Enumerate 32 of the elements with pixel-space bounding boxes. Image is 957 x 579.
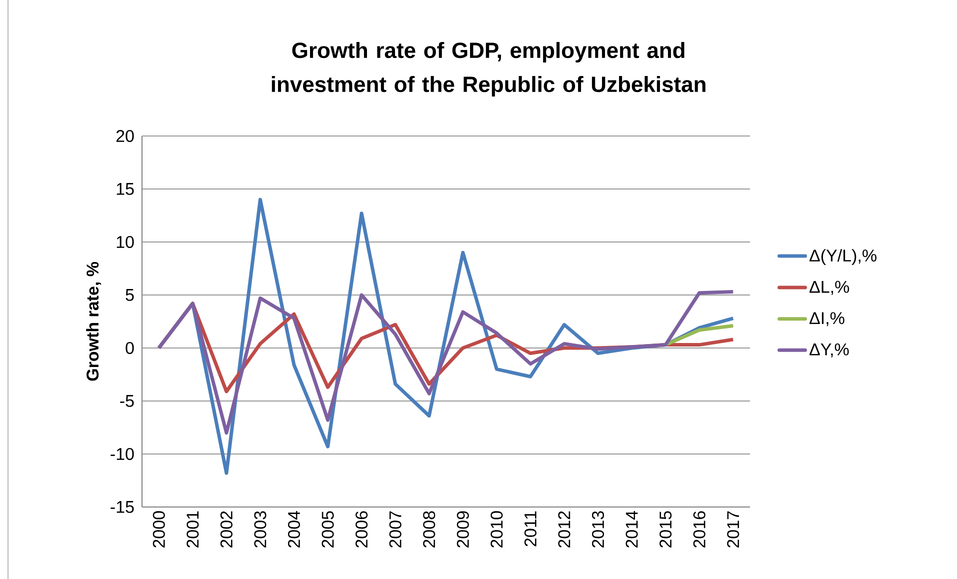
x-tick-label: 2014: [626, 511, 638, 548]
y-tick-label: 15: [116, 183, 134, 195]
y-tick-label: -5: [120, 395, 134, 407]
x-tick-label: 2007: [389, 511, 402, 548]
chart-title: Growth rate of GDP, employment and investment of the Republic of Uzbekistan: [272, 42, 706, 96]
x-tick-label: 2003: [254, 511, 266, 548]
x-tick-label: 2002: [220, 511, 232, 548]
legend-label: ΔY,%: [810, 343, 849, 358]
y-tick-label: 5: [126, 289, 134, 301]
x-tick-label: 2010: [490, 511, 503, 548]
legend-label: ΔI,%: [810, 312, 844, 326]
y-tick-label: 0: [126, 342, 134, 354]
y-axis-title: Growth rate, %: [86, 262, 102, 381]
x-tick-label: 2008: [423, 511, 436, 548]
x-tick-label: 2009: [456, 511, 469, 548]
x-tick-label: 2005: [322, 511, 334, 548]
y-tick-label: -15: [110, 501, 134, 513]
x-tick-label: 2015: [660, 511, 672, 548]
y-tick-label: 10: [116, 236, 134, 248]
y-tick-label: -10: [110, 448, 134, 460]
x-tick-label: 2001: [186, 511, 199, 548]
x-tick-label: 2017: [727, 511, 740, 548]
x-tick-label: 2004: [288, 511, 300, 548]
y-tick-label: 20: [116, 130, 134, 142]
x-tick-label: 2000: [152, 511, 165, 548]
legend-label: ΔL,%: [810, 280, 850, 295]
x-tick-label: 2006: [356, 511, 368, 548]
legend-label: Δ(Y/L),%: [810, 249, 876, 265]
x-tick-label: 2011: [524, 511, 536, 546]
x-tick-label: 2012: [558, 511, 570, 548]
x-tick-label: 2016: [693, 511, 706, 548]
x-tick-label: 2013: [592, 511, 604, 548]
